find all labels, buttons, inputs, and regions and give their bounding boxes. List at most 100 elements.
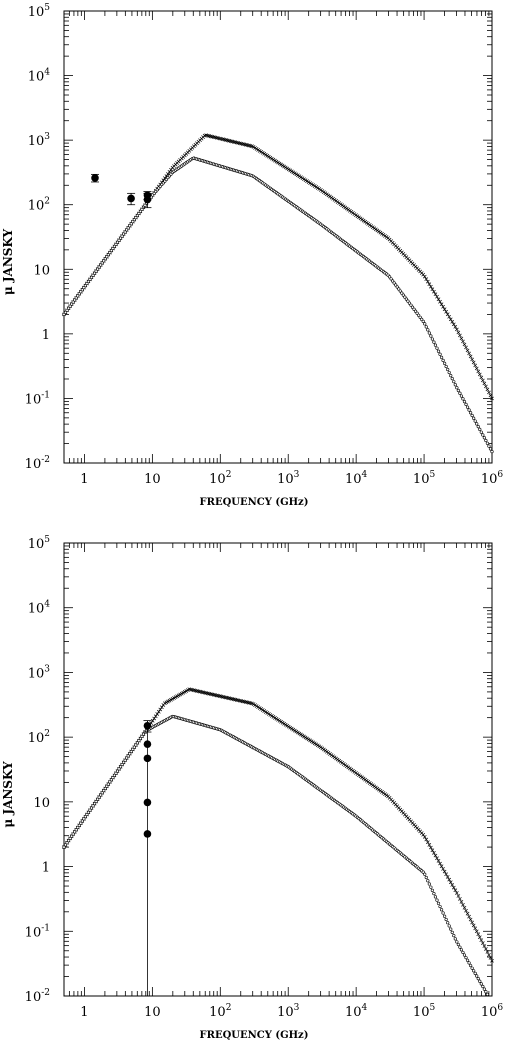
model-point-cross	[429, 284, 433, 289]
model-point-circle	[91, 804, 95, 808]
model-point-circle	[99, 793, 103, 797]
model-point-circle	[490, 450, 494, 454]
model-point-circle	[443, 914, 447, 918]
model-point-circle	[109, 248, 113, 253]
model-point-circle	[89, 275, 94, 279]
x-tick-label: 105	[413, 1003, 436, 1020]
model-point-circle	[114, 242, 118, 246]
model-point-cross	[438, 861, 442, 866]
model-point-circle	[427, 882, 431, 886]
model-point-circle	[461, 397, 465, 401]
model-point-circle	[429, 885, 433, 889]
model-point-cross	[159, 705, 164, 710]
model-point-cross	[476, 369, 481, 374]
x-tick-label: 10	[144, 1005, 161, 1020]
model-point-circle	[76, 294, 80, 298]
model-point-circle	[134, 743, 138, 747]
model-point-cross	[433, 292, 438, 297]
model-point-circle	[62, 845, 66, 849]
model-point-circle	[122, 760, 126, 764]
model-point-cross	[473, 926, 478, 931]
model-point-cross	[454, 891, 459, 895]
model-point-circle	[398, 289, 402, 293]
model-point-circle	[125, 756, 129, 760]
model-point-circle	[76, 825, 80, 830]
x-tick-label: 104	[345, 1003, 368, 1020]
model-point-cross	[461, 339, 465, 344]
model-point-cross	[444, 872, 448, 877]
model-point-circle	[413, 309, 418, 313]
model-point-cross	[156, 709, 161, 714]
model-point-circle	[432, 892, 436, 896]
model-point-circle	[117, 767, 121, 771]
model-point-cross	[445, 312, 450, 317]
model-point-cross	[451, 885, 456, 890]
model-point-cross	[456, 894, 461, 898]
model-point-circle	[88, 808, 92, 812]
model-point-circle	[485, 441, 490, 445]
model-point-circle	[435, 346, 439, 350]
model-point-cross	[479, 375, 484, 380]
model-point-circle	[455, 386, 459, 390]
model-point-circle	[484, 438, 488, 443]
model-point-circle	[126, 754, 130, 758]
model-point-circle	[105, 784, 109, 788]
model-point-circle	[449, 927, 453, 931]
model-point-circle	[115, 769, 120, 773]
model-point-circle	[426, 879, 430, 883]
y-tick-label: 10	[33, 796, 50, 811]
model-point-circle	[86, 279, 91, 284]
observation-point	[127, 194, 135, 203]
model-point-circle	[438, 904, 442, 909]
model-point-circle	[400, 291, 404, 295]
model-point-circle	[441, 911, 445, 915]
model-point-circle	[68, 304, 72, 308]
chart-panel-2: 1 10 102 103 104 105 106 10-2 10-1 1 10 102 103 104 10…	[1, 535, 503, 1040]
model-point-cross	[465, 911, 470, 916]
model-point-cross	[474, 929, 479, 934]
model-point-cross	[442, 307, 447, 312]
model-point-circle	[66, 838, 71, 843]
model-point-circle	[484, 990, 488, 994]
model-point-circle	[412, 307, 416, 311]
model-point-circle	[85, 281, 89, 286]
model-point-circle	[73, 298, 77, 302]
model-point-circle	[131, 747, 135, 751]
model-point-circle	[470, 413, 474, 418]
model-point-circle	[63, 843, 68, 847]
model-point-circle	[456, 388, 460, 393]
x-tick-label: 102	[209, 470, 231, 487]
model-point-circle	[140, 734, 144, 738]
model-point-circle	[92, 271, 97, 275]
x-tick-label: 102	[209, 1003, 231, 1020]
model-point-circle	[481, 984, 485, 989]
x-tick-label: 1	[80, 1005, 88, 1020]
model-point-cross	[435, 294, 439, 299]
model-point-circle	[74, 828, 78, 832]
model-point-cross	[490, 958, 494, 963]
model-point-circle	[488, 447, 493, 451]
model-point-cross	[438, 299, 442, 304]
model-point-circle	[424, 325, 428, 329]
model-point-circle	[461, 950, 465, 955]
model-point-circle	[106, 782, 110, 786]
model-point-cross	[459, 900, 464, 904]
model-point-circle	[109, 778, 113, 782]
y-tick-label: 10-2	[25, 988, 50, 1005]
model-point-circle	[433, 343, 438, 347]
model-point-circle	[79, 290, 83, 294]
model-point-circle	[85, 812, 89, 817]
model-point-cross	[477, 935, 482, 940]
model-point-circle	[138, 209, 143, 213]
y-tick-label: 10-2	[25, 455, 50, 472]
model-point-circle	[430, 888, 434, 893]
model-point-circle	[455, 940, 459, 944]
model-point-circle	[77, 823, 81, 827]
model-point-circle	[102, 789, 106, 793]
model-point-circle	[420, 317, 424, 321]
model-point-circle	[132, 745, 136, 749]
model-point-circle	[479, 430, 483, 434]
model-point-cross	[482, 944, 487, 948]
model-point-circle	[100, 261, 104, 265]
